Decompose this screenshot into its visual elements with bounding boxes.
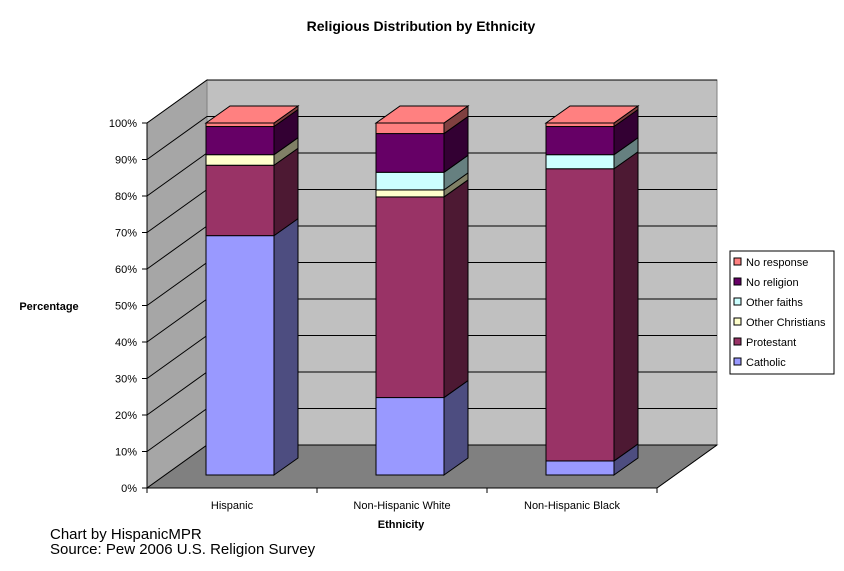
- bar-segment: [545, 126, 615, 156]
- legend-label: Protestant: [746, 337, 796, 349]
- legend-swatch: [733, 317, 742, 326]
- chart-source: Source: Pew 2006 U.S. Religion Survey: [50, 541, 316, 558]
- floor-edge: [656, 444, 718, 489]
- gridline: [146, 116, 717, 160]
- x-tick-label: Non-Hispanic White: [353, 500, 450, 512]
- y-tick-label: 30%: [115, 374, 137, 386]
- legend-swatch: [733, 257, 742, 266]
- bar-top: [204, 105, 300, 124]
- bar-segment: [375, 189, 445, 198]
- y-tick-label: 20%: [115, 410, 137, 422]
- y-tick-label: 100%: [109, 118, 137, 130]
- y-axis-title: Percentage: [19, 301, 78, 313]
- bar-segment: [545, 168, 615, 462]
- chart-title: Religious Distribution by Ethnicity: [307, 18, 536, 34]
- legend-label: Other faiths: [746, 297, 803, 309]
- bar-top: [544, 105, 640, 124]
- bar-segment: [375, 133, 445, 173]
- gridline: [146, 79, 717, 124]
- y-tick-label: 60%: [115, 264, 137, 276]
- bar-segment: [375, 171, 445, 191]
- bar-segment: [205, 126, 275, 156]
- bar-segment: [205, 164, 275, 237]
- x-tick-label: Hispanic: [211, 500, 254, 512]
- legend-label: Other Christians: [746, 317, 826, 329]
- x-tick-label: Non-Hispanic Black: [524, 500, 620, 512]
- bar-segment-side: [443, 178, 469, 399]
- legend-swatch: [733, 337, 742, 346]
- y-tick-label: 70%: [115, 228, 137, 240]
- bar-segment: [205, 154, 275, 166]
- bar-segment: [545, 460, 615, 476]
- bar-segment: [375, 196, 445, 399]
- y-tick-label: 80%: [115, 191, 137, 203]
- chart-credit: Chart by HispanicMPR: [50, 526, 202, 543]
- bar-segment: [375, 122, 445, 135]
- legend-swatch: [733, 297, 742, 306]
- bar-segment: [205, 235, 275, 476]
- y-tick-label: 0%: [121, 483, 137, 495]
- legend-label: Catholic: [746, 357, 786, 369]
- bar-segment: [545, 154, 615, 170]
- bar-segment: [545, 122, 615, 128]
- legend-label: No religion: [746, 277, 799, 289]
- y-tick-label: 50%: [115, 301, 137, 313]
- legend-swatch: [733, 357, 742, 366]
- bar-segment: [375, 397, 445, 476]
- bars: [204, 105, 640, 476]
- y-tick-label: 90%: [115, 155, 137, 167]
- legend-label: No response: [746, 257, 808, 269]
- x-axis-title: Ethnicity: [378, 519, 425, 531]
- legend-box: [729, 250, 835, 375]
- bar-segment-side: [613, 150, 639, 462]
- y-tick-label: 40%: [115, 337, 137, 349]
- bar-segment: [205, 122, 275, 128]
- bar-segment-side: [273, 217, 299, 476]
- legend: No response No religion Other faiths Other …: [729, 250, 835, 375]
- y-tick-label: 10%: [115, 447, 137, 459]
- legend-swatch: [733, 277, 742, 286]
- axes: 0% 10% 20% 30% 40% 50% 60% 70% 80% 90% 100% Hispani…: [109, 118, 718, 512]
- bar-top: [374, 105, 470, 124]
